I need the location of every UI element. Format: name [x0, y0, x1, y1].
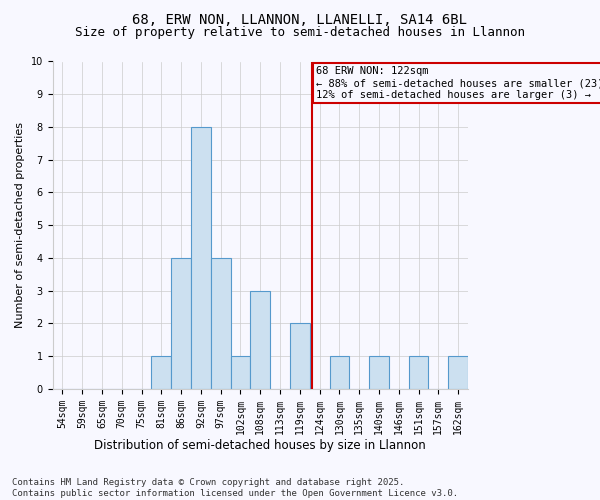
Bar — [290, 324, 310, 389]
Text: 68 ERW NON: 122sqm
← 88% of semi-detached houses are smaller (23)
12% of semi-de: 68 ERW NON: 122sqm ← 88% of semi-detache… — [316, 66, 600, 100]
Y-axis label: Number of semi-detached properties: Number of semi-detached properties — [15, 122, 25, 328]
Bar — [191, 127, 211, 389]
Bar — [448, 356, 468, 389]
Bar — [409, 356, 428, 389]
Text: 68, ERW NON, LLANNON, LLANELLI, SA14 6BL: 68, ERW NON, LLANNON, LLANELLI, SA14 6BL — [133, 12, 467, 26]
Bar — [369, 356, 389, 389]
Bar — [230, 356, 250, 389]
Text: Size of property relative to semi-detached houses in Llannon: Size of property relative to semi-detach… — [75, 26, 525, 39]
Bar — [211, 258, 230, 389]
Bar — [329, 356, 349, 389]
X-axis label: Distribution of semi-detached houses by size in Llannon: Distribution of semi-detached houses by … — [94, 440, 426, 452]
Bar — [171, 258, 191, 389]
Bar — [151, 356, 171, 389]
Text: Contains HM Land Registry data © Crown copyright and database right 2025.
Contai: Contains HM Land Registry data © Crown c… — [12, 478, 458, 498]
Bar — [250, 290, 270, 389]
